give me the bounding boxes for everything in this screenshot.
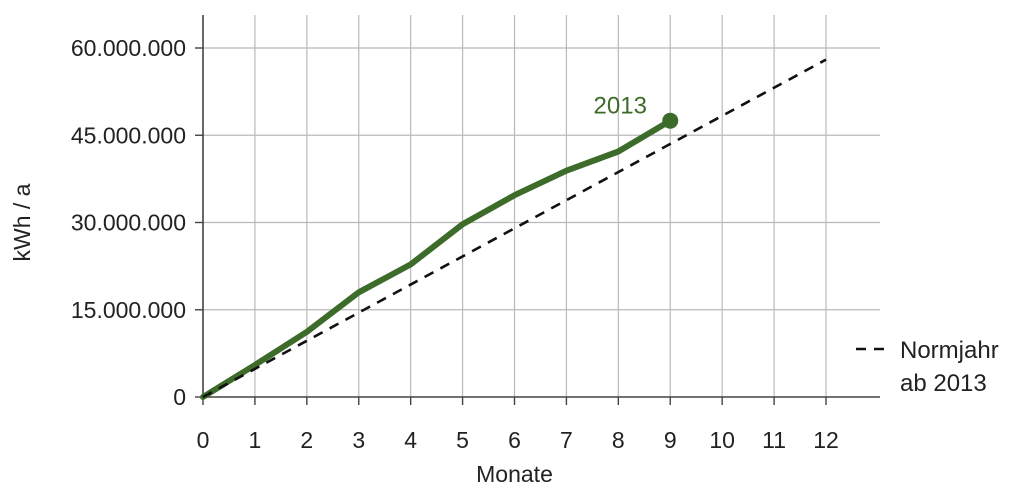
- legend: Normjahr ab 2013: [856, 337, 999, 397]
- x-tick-label: 4: [404, 427, 417, 453]
- x-tick-label: 1: [249, 427, 262, 453]
- series-end-marker: [662, 113, 678, 129]
- x-tick-label: 2: [300, 427, 313, 453]
- x-tick-label: 10: [709, 427, 735, 453]
- axes: [203, 15, 880, 397]
- x-tick-label: 12: [813, 427, 839, 453]
- legend-label: Normjahr: [900, 337, 999, 364]
- y-tick-label: 15.000.000: [71, 297, 186, 323]
- grid: [203, 15, 880, 397]
- x-tick-label: 6: [508, 427, 521, 453]
- x-tick-label: 5: [456, 427, 469, 453]
- x-tick-label: 8: [612, 427, 625, 453]
- x-tick-label: 11: [762, 427, 786, 453]
- x-tick-label: 7: [560, 427, 573, 453]
- y-tick-label: 45.000.000: [71, 122, 186, 148]
- y-tick-label: 60.000.000: [71, 35, 186, 61]
- y-axis-title: kWh / a: [9, 183, 35, 261]
- series-line-2013: [203, 121, 670, 397]
- x-tick-label: 9: [664, 427, 677, 453]
- y-tick-label: 30.000.000: [71, 210, 186, 236]
- series-label-2013: 2013: [594, 93, 647, 120]
- x-tick-label: 3: [352, 427, 365, 453]
- tick-labels: 0 15.000.000 30.000.000 45.000.000 60.000.00…: [71, 35, 839, 453]
- y-tick-label: 0: [173, 384, 186, 410]
- x-axis-title: Monate: [476, 461, 553, 487]
- legend-label: ab 2013: [900, 370, 987, 397]
- x-tick-label: 0: [197, 427, 210, 453]
